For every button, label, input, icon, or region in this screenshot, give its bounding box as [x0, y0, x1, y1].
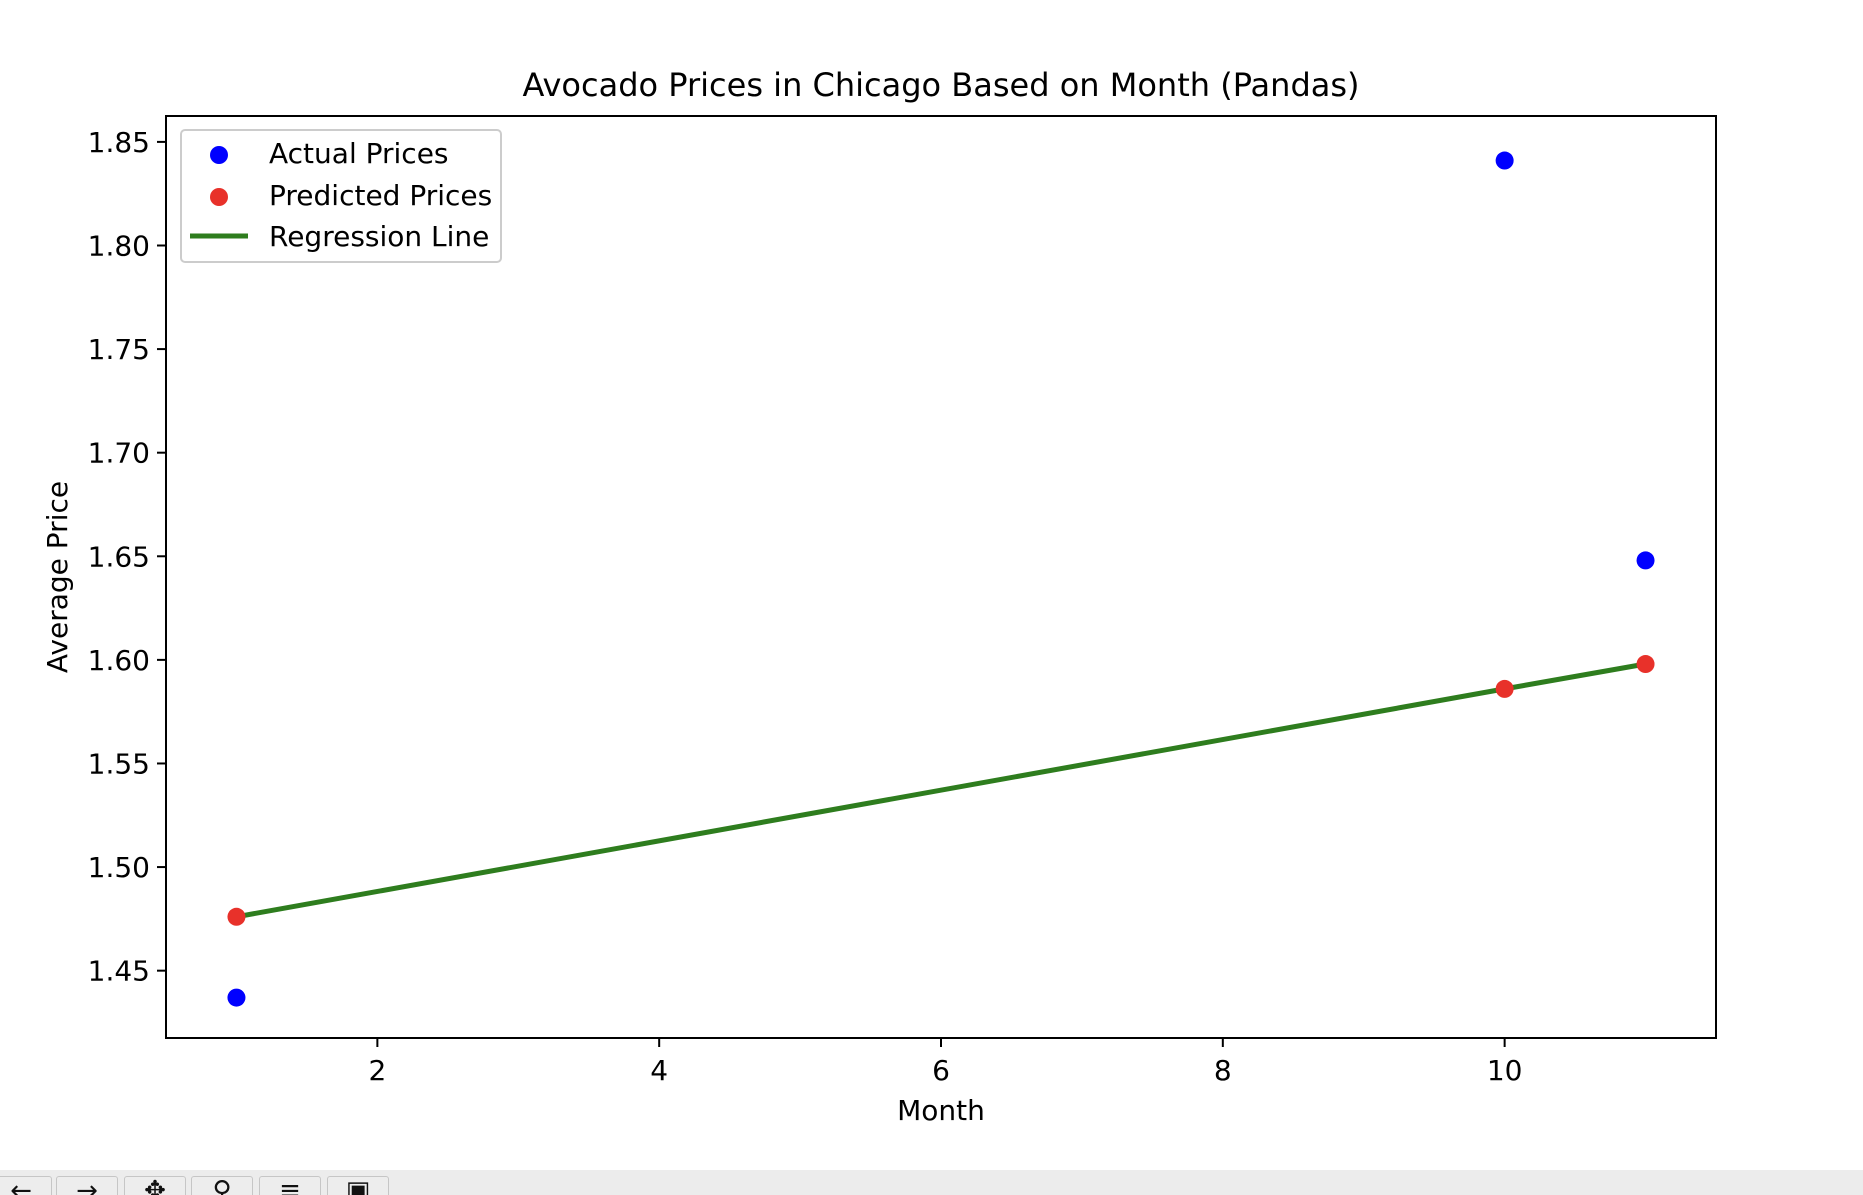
x-tick-label: 4	[650, 1054, 668, 1087]
regression-line	[233, 661, 1649, 920]
legend-actual-prices-marker	[210, 146, 228, 164]
chart-title: Avocado Prices in Chicago Based on Month…	[522, 66, 1359, 104]
y-tick-label: 1.50	[88, 851, 150, 884]
move-icon: ✥	[144, 1176, 166, 1195]
predicted-price-point	[227, 907, 246, 926]
predicted-price-point	[1495, 679, 1514, 698]
x-axis-label: Month	[897, 1094, 985, 1127]
y-tick-label: 1.60	[88, 644, 150, 677]
y-tick-label: 1.45	[88, 955, 150, 988]
y-tick-label: 1.75	[88, 333, 150, 366]
save-button[interactable]: ▣	[327, 1176, 389, 1195]
y-tick-label: 1.70	[88, 437, 150, 470]
actual-price-point	[227, 988, 246, 1007]
legend-items: Actual Prices Predicted Prices Regression …	[190, 137, 492, 253]
legend-predicted-prices-label: Predicted Prices	[269, 179, 492, 212]
legend-predicted-prices-marker	[210, 188, 228, 206]
legend-regression-line-label: Regression Line	[269, 220, 489, 253]
navigation-toolbar: ← → ✥ ⚲ ≡ ▣	[0, 1170, 1863, 1195]
plot-area-frame	[165, 115, 1717, 1039]
zoom-button[interactable]: ⚲	[191, 1176, 253, 1195]
legend-box	[180, 129, 502, 263]
arrow-right-icon: →	[76, 1176, 98, 1195]
legend: Actual Prices Predicted Prices Regression …	[180, 129, 502, 263]
y-tick-label: 1.85	[88, 126, 150, 159]
forward-button[interactable]: →	[56, 1176, 118, 1195]
chart: Avocado Prices in Chicago Based on Month…	[41, 66, 1717, 1127]
x-tick-label: 8	[1214, 1054, 1232, 1087]
configure-button[interactable]: ≡	[259, 1176, 321, 1195]
y-tick-label: 1.55	[88, 747, 150, 780]
x-tick-label: 2	[368, 1054, 386, 1087]
pan-button[interactable]: ✥	[124, 1176, 186, 1195]
y-tick-label: 1.80	[88, 229, 150, 262]
y-tick-label: 1.65	[88, 540, 150, 573]
x-tick-label: 6	[932, 1054, 950, 1087]
save-icon: ▣	[345, 1176, 371, 1195]
legend-actual-prices-label: Actual Prices	[269, 137, 449, 170]
back-button[interactable]: ←	[0, 1176, 52, 1195]
arrow-left-icon: ←	[10, 1176, 32, 1195]
x-axis-ticks: 2 4 6 8 10	[368, 1038, 1522, 1087]
y-axis-label: Average Price	[41, 481, 74, 673]
x-tick-label: 10	[1487, 1054, 1523, 1087]
actual-price-point	[1495, 151, 1514, 170]
sliders-icon: ≡	[279, 1176, 301, 1195]
predicted-price-point	[1636, 655, 1655, 674]
magnifier-icon: ⚲	[212, 1176, 232, 1195]
plot-series	[227, 151, 1655, 1007]
actual-price-point	[1636, 551, 1655, 570]
y-axis-ticks: 1.45 1.50 1.55 1.60 1.65 1.70 1.75 1.80 1.85	[88, 126, 166, 988]
